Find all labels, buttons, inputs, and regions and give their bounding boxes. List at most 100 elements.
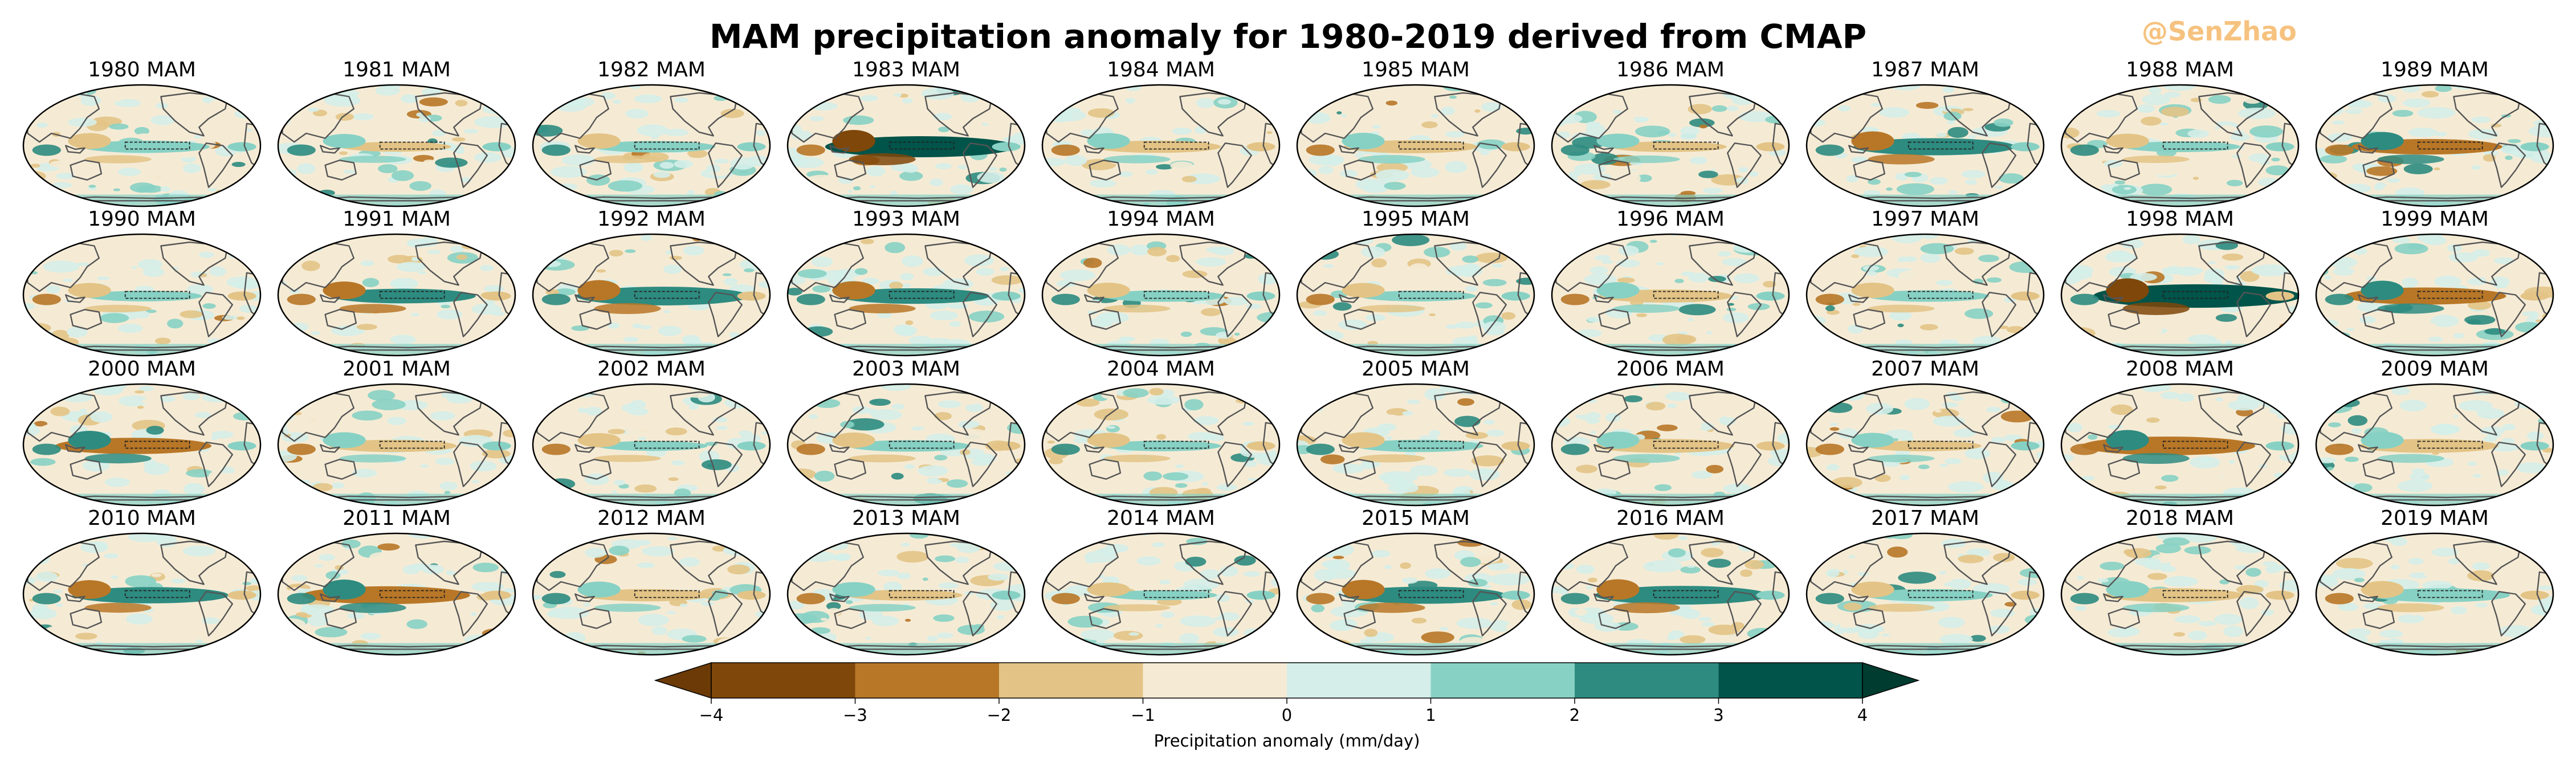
anomaly-blob (956, 429, 990, 442)
coastline (1598, 309, 1631, 330)
panel-title: 1981 MAM (343, 58, 451, 81)
anomaly-blob (1691, 471, 1713, 479)
anomaly-blob (503, 429, 516, 438)
anomaly-blob (2170, 341, 2177, 345)
coastline (27, 539, 100, 591)
anomaly-blob (1988, 625, 2010, 634)
coastline (1853, 608, 1886, 629)
atlantic-anomaly (2520, 291, 2549, 301)
map-frame (1296, 84, 1535, 207)
anomaly-blob (1923, 424, 1938, 430)
anomaly-blob (1953, 429, 1976, 438)
coastline (2065, 539, 2138, 591)
anomaly-blob (634, 94, 662, 104)
map-frame (2315, 233, 2554, 357)
anomaly-blob (30, 164, 40, 168)
anomaly-blob (1740, 569, 1753, 577)
anomaly-blob (1966, 548, 1991, 557)
anomaly-blob (1366, 314, 1386, 321)
atlantic-anomaly (2011, 291, 2040, 301)
panel-title: 1985 MAM (1362, 58, 1470, 81)
anomaly-blob (466, 419, 477, 424)
anomaly-blob (860, 95, 878, 102)
anomaly-blob (1668, 548, 1686, 558)
anomaly-blob (739, 170, 748, 174)
anomaly-blob (845, 600, 853, 605)
panel-title: 2007 MAM (1871, 357, 1979, 381)
map-panel-1996 (1551, 234, 1790, 356)
coastline (963, 590, 998, 637)
coastline (1343, 459, 1376, 480)
colorbar-tick-label: −2 (987, 705, 1012, 725)
anomaly-blob (947, 303, 968, 309)
colorbar-segment (999, 663, 1143, 698)
anomaly-blob (278, 450, 297, 462)
anomaly-blob (2134, 557, 2161, 566)
anomaly-blob (1471, 455, 1505, 467)
map-frame (532, 84, 771, 207)
anomaly-blob (1898, 572, 1937, 584)
colorbar-tick-label: 0 (1282, 705, 1292, 725)
anomaly-blob (1844, 401, 1854, 404)
coastline (1217, 142, 1253, 188)
colorbar-extend-high (1862, 662, 1920, 699)
nino-box (2162, 590, 2228, 598)
anomaly-blob (2502, 423, 2516, 431)
anomaly-blob (207, 187, 218, 192)
anomaly-blob (1893, 438, 1899, 442)
coastline (536, 91, 610, 143)
coastline (1598, 608, 1631, 629)
anomaly-blob (899, 171, 923, 181)
anomaly-blob (1181, 176, 1197, 182)
anomaly-blob (2410, 472, 2430, 482)
anomaly-blob (1978, 254, 1999, 263)
anomaly-blob (2279, 580, 2299, 591)
anomaly-blob (1612, 109, 1622, 115)
indian-ocean-anomaly (541, 443, 570, 455)
atlantic-anomaly (482, 590, 511, 600)
coastline (1472, 442, 1507, 487)
anomaly-blob (1897, 256, 1909, 262)
anomaly-blob (194, 412, 211, 418)
anomaly-blob (625, 249, 636, 253)
map-panel-1985 (1297, 84, 1535, 207)
anomaly-blob (1248, 478, 1258, 482)
anomaly-blob (1445, 161, 1468, 173)
anomaly-blob (2187, 129, 2210, 138)
anomaly-blob (2496, 469, 2509, 476)
anomaly-blob (195, 639, 203, 643)
anomaly-blob (1180, 615, 1216, 627)
coastline (453, 142, 488, 188)
anomaly-blob (1939, 634, 1973, 645)
anomaly-blob (1617, 277, 1635, 283)
anomaly-blob (2471, 116, 2491, 123)
anomaly-blob (2385, 260, 2400, 266)
anomaly-blob (950, 184, 973, 195)
anomaly-blob (1898, 270, 1933, 282)
anomaly-blob (2320, 154, 2347, 164)
anomaly-blob (1749, 410, 1759, 414)
spcz-anomaly (594, 455, 661, 462)
anomaly-blob (641, 546, 675, 557)
anomaly-blob (1099, 313, 1118, 321)
anomaly-blob (2424, 323, 2437, 328)
anomaly-blob (1311, 604, 1325, 613)
coastline (2491, 590, 2526, 637)
anomaly-blob (682, 334, 700, 344)
anomaly-blob (343, 170, 356, 174)
anomaly-blob (1152, 542, 1165, 548)
anomaly-blob (682, 635, 707, 643)
panel-title: 1999 MAM (2381, 207, 2489, 231)
nino-box (2162, 291, 2228, 299)
anomaly-blob (435, 458, 455, 466)
equatorial-anomaly (1344, 586, 1506, 604)
anomaly-blob (1601, 259, 1613, 264)
coastline (1727, 590, 1762, 637)
anomaly-blob (1347, 120, 1364, 127)
anomaly-blob (1187, 431, 1214, 442)
anomaly-blob (2344, 456, 2359, 462)
anomaly-blob (1455, 321, 1476, 329)
anomaly-blob (1056, 280, 1075, 287)
anomaly-blob (869, 398, 891, 406)
anomaly-blob (403, 454, 428, 465)
